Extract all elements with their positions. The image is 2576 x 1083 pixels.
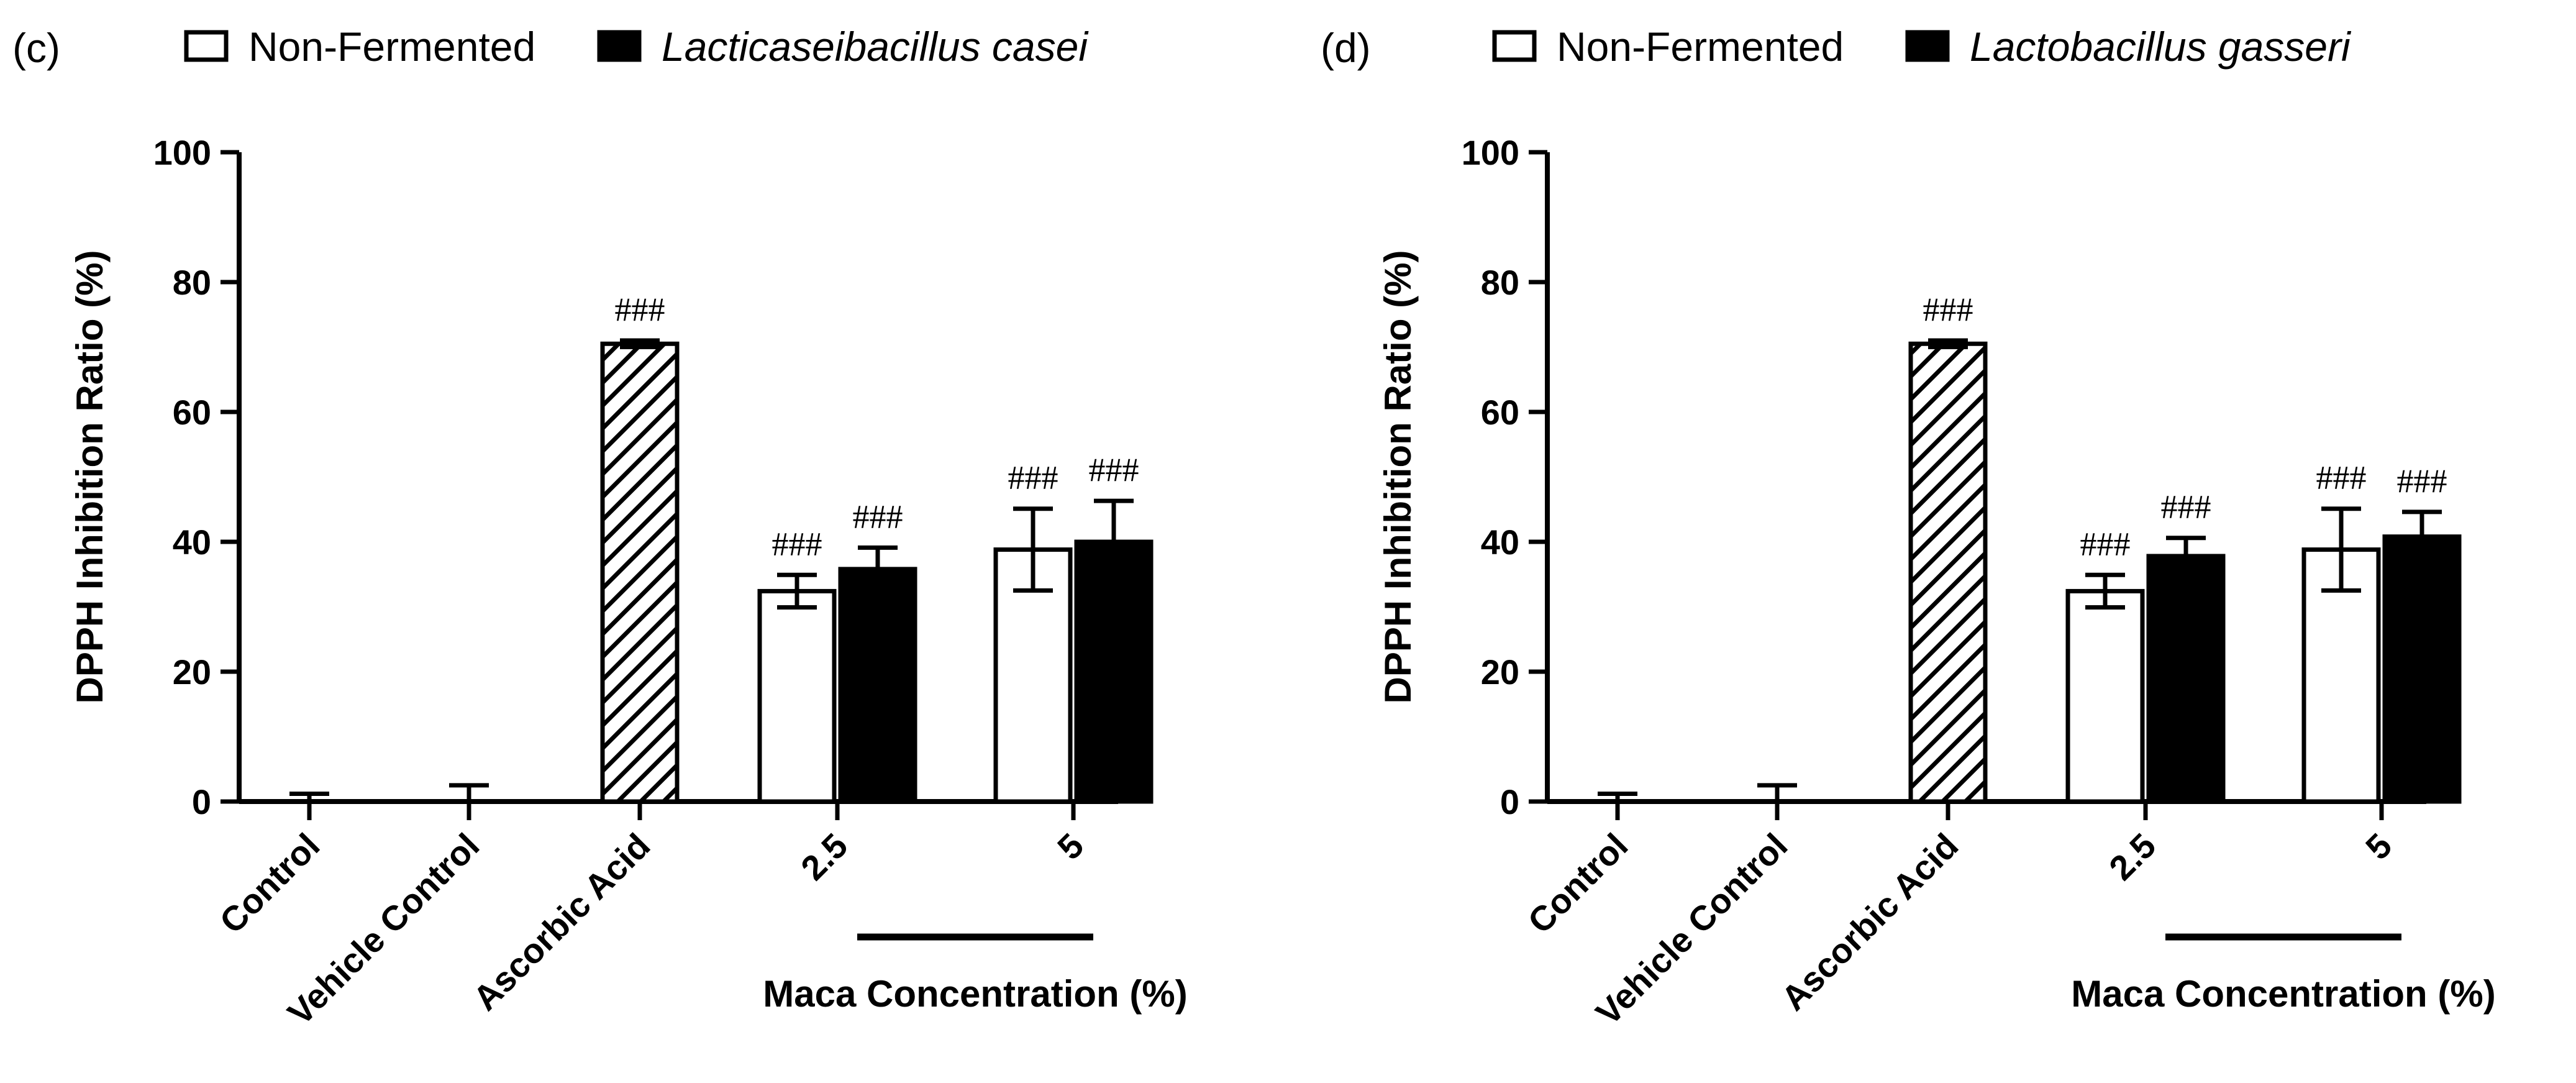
y-axis-label: DPPH Inhibition Ratio (%)	[1377, 250, 1419, 704]
y-tick-label: 0	[192, 782, 211, 821]
legend-label: Lactobacillus gasseri	[1970, 24, 2352, 70]
y-tick-label: 40	[173, 523, 211, 562]
legend-label: Lacticaseibacillus casei	[662, 24, 1089, 70]
x-group-label: Maca Concentration (%)	[2071, 973, 2495, 1015]
significance-label: ###	[1008, 459, 1058, 496]
bar	[2382, 534, 2462, 804]
bar	[600, 341, 680, 804]
bar	[757, 588, 837, 804]
significance-label: ###	[2080, 525, 2131, 562]
x-tick-label: Control	[1520, 826, 1635, 941]
bar	[1074, 539, 1154, 804]
legend-label: Non-Fermented	[248, 24, 535, 70]
y-tick-label: 100	[153, 133, 211, 172]
bar	[2146, 554, 2226, 804]
y-tick-label: 40	[1481, 523, 1519, 562]
significance-label: ###	[615, 291, 665, 328]
panel-d: (d) Non-Fermented Lactobacillus gasseri 0 20…	[1321, 24, 2496, 1033]
y-tick-label: 0	[1500, 782, 1519, 821]
bar	[1908, 341, 1988, 804]
y-tick-label: 60	[173, 393, 211, 432]
y-tick-label: 60	[1481, 393, 1519, 432]
significance-label: ###	[1923, 291, 1973, 328]
x-tick-label: 2.5	[793, 826, 855, 888]
y-axis-label: DPPH Inhibition Ratio (%)	[69, 250, 111, 704]
significance-label: ###	[1089, 451, 1139, 488]
significance-label: ###	[853, 498, 903, 535]
y-tick-label: 80	[173, 263, 211, 302]
y-tick-label: 80	[1481, 263, 1519, 302]
y-tick-label: 20	[1481, 652, 1519, 692]
significance-label: ###	[2161, 488, 2211, 526]
x-tick-label: Control	[212, 826, 327, 941]
legend-swatch	[1492, 30, 1537, 62]
x-group-label: Maca Concentration (%)	[763, 973, 1187, 1015]
legend-swatch	[184, 30, 229, 62]
bar	[838, 567, 917, 804]
panel-c: (c) Non-Fermented Lacticaseibacillus casei…	[12, 24, 1188, 1033]
x-tick-label: 5	[1050, 826, 1091, 867]
significance-label: ###	[2316, 459, 2367, 496]
bar	[2065, 588, 2145, 804]
legend-label: Non-Fermented	[1557, 24, 1844, 70]
y-tick-label: 20	[173, 652, 211, 692]
legend-swatch	[597, 30, 642, 62]
panel-label: (d)	[1321, 25, 1371, 71]
significance-label: ###	[2397, 462, 2447, 500]
x-tick-label: 5	[2358, 826, 2400, 867]
legend-swatch	[1905, 30, 1950, 62]
y-tick-label: 100	[1462, 133, 1519, 172]
x-tick-label: Ascorbic Acid	[465, 826, 657, 1018]
panel-label: (c)	[12, 25, 60, 71]
x-tick-label: 2.5	[2101, 826, 2164, 888]
significance-label: ###	[772, 525, 822, 562]
x-tick-label: Ascorbic Acid	[1773, 826, 1965, 1018]
